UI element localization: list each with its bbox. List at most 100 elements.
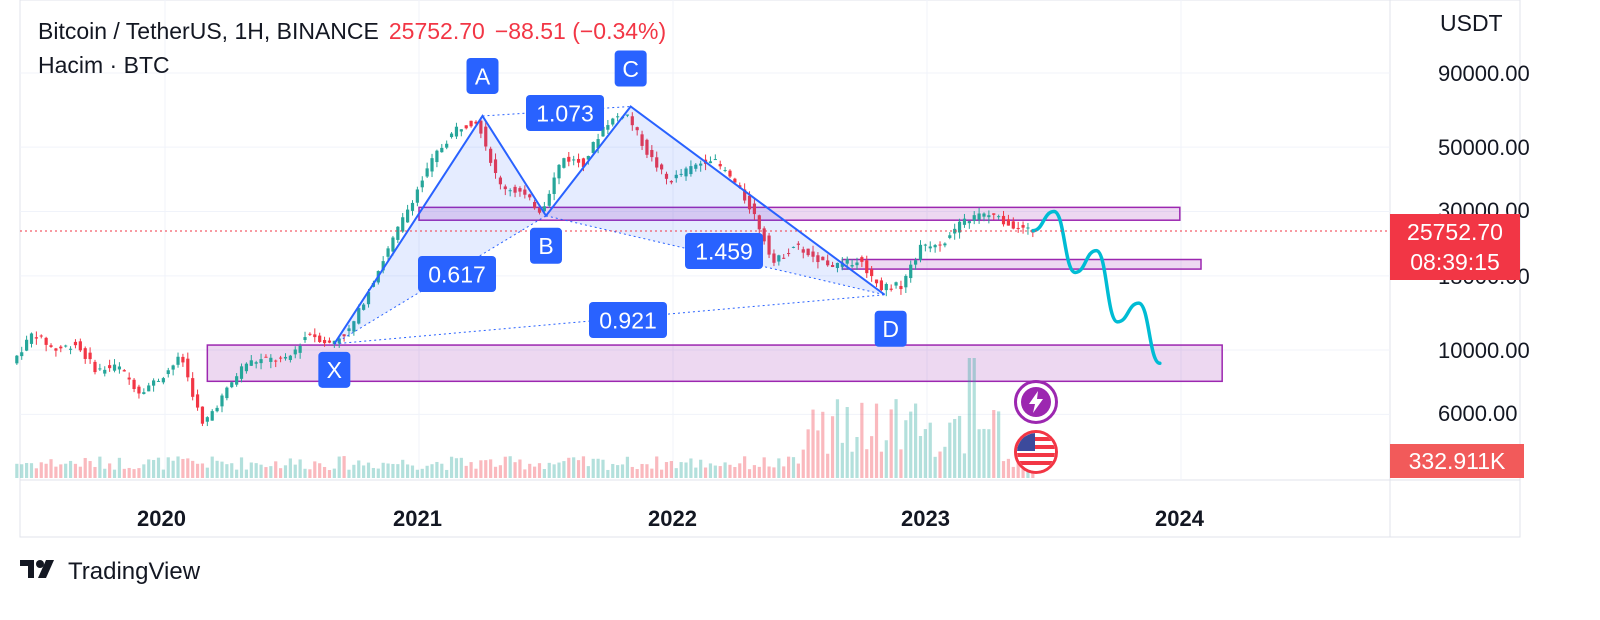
volume-bar	[410, 465, 415, 478]
volume-bar	[171, 460, 175, 478]
volume-bar	[489, 459, 493, 478]
candle-body	[674, 174, 678, 179]
candle-body	[537, 208, 542, 213]
candle-body	[322, 340, 327, 344]
last-price-label: 25752.70 08:39:15	[1390, 214, 1520, 280]
volume-legend[interactable]: Hacim · BTC	[38, 52, 170, 78]
volume-bar	[420, 468, 424, 478]
volume-bar	[254, 463, 258, 478]
volume-bar	[904, 420, 908, 478]
volume-bar	[835, 399, 840, 478]
candle-body	[420, 180, 424, 188]
candle-body	[215, 407, 219, 412]
point-label-c[interactable]: C	[622, 56, 639, 82]
candle-body	[625, 114, 630, 116]
y-tick-50000: 50000.00	[1438, 135, 1530, 160]
candle-body	[586, 155, 590, 160]
volume-bar	[713, 465, 717, 478]
volume-bar	[73, 463, 78, 478]
volume-bar	[454, 458, 459, 478]
candle-body	[777, 255, 781, 262]
volume-bar	[259, 464, 263, 478]
candle-body	[362, 304, 366, 310]
volume-bar	[562, 461, 566, 478]
candle-body	[650, 149, 654, 158]
volume-bar	[366, 462, 371, 478]
volume-bar	[923, 429, 927, 478]
volume-bar	[396, 464, 400, 478]
candle-body	[479, 120, 483, 134]
ratio-label[interactable]: 1.073	[536, 100, 594, 126]
candle-body	[914, 260, 918, 265]
candle-body	[93, 361, 97, 373]
candle-body	[59, 346, 63, 349]
x-tick-2022: 2022	[648, 506, 697, 531]
point-label-d[interactable]: D	[882, 316, 899, 342]
tradingview-logo-icon	[20, 556, 60, 587]
candle-body	[791, 246, 796, 248]
volume-bar	[801, 449, 805, 478]
volume-bar	[117, 457, 122, 478]
candle-body	[533, 201, 537, 209]
candle-body	[713, 159, 717, 161]
volume-bar	[249, 462, 253, 478]
volume-bar	[777, 458, 781, 478]
volume-bar	[601, 459, 605, 478]
volume-bar	[796, 463, 800, 478]
candle-body	[997, 216, 1001, 218]
volume-bar	[572, 457, 576, 478]
candle-body	[283, 356, 288, 359]
point-label-a[interactable]: A	[475, 63, 491, 89]
volume-bar	[948, 422, 952, 478]
candle-body	[29, 333, 34, 344]
price-axis-unit[interactable]: USDT	[1440, 10, 1503, 36]
volume-bar	[855, 436, 859, 478]
price-chart[interactable]: X A B C D 0.617 1.073 1.459 0.921	[0, 0, 1600, 540]
volume-bar	[381, 462, 385, 478]
ratio-label[interactable]: 0.921	[599, 307, 657, 333]
volume-bar	[205, 467, 209, 478]
volume-bar	[230, 463, 234, 478]
candle-body	[645, 139, 649, 155]
volume-bar	[371, 467, 376, 478]
candle-body	[718, 164, 722, 167]
us-flag-icon[interactable]	[1014, 430, 1058, 474]
candle-body	[840, 262, 844, 267]
volume-bar	[738, 463, 742, 478]
volume-bar	[274, 461, 278, 478]
volume-bar	[142, 464, 146, 478]
candle-body	[308, 333, 312, 335]
volume-bar	[25, 463, 29, 478]
volume-bar	[616, 465, 620, 478]
projection-drawing[interactable]	[1031, 209, 1162, 366]
volume-bar	[1011, 466, 1015, 478]
volume-bar	[914, 403, 918, 478]
y-tick-90000: 90000.00	[1438, 61, 1530, 86]
volume-bar	[533, 466, 537, 478]
volume-bar	[694, 467, 698, 478]
zone-rect[interactable]	[206, 344, 1223, 383]
ratio-label[interactable]: 0.617	[428, 261, 486, 287]
point-label-x[interactable]: X	[327, 357, 342, 383]
point-label-b-bg	[530, 227, 562, 264]
volume-bar	[806, 429, 810, 478]
candle-body	[542, 206, 546, 212]
candle-body	[391, 237, 395, 252]
flash-icon[interactable]	[1014, 380, 1058, 424]
volume-bar	[29, 463, 34, 478]
volume-bar	[220, 461, 224, 478]
candle-body	[191, 378, 195, 397]
ratio-label[interactable]: 1.459	[695, 238, 753, 264]
candle-body	[230, 382, 234, 388]
point-label-b[interactable]: B	[538, 233, 553, 259]
volume-bar	[821, 411, 825, 478]
brand[interactable]: TradingView	[20, 556, 200, 587]
candle-body	[274, 360, 278, 362]
candle-body	[845, 259, 849, 264]
zone-rect[interactable]	[841, 258, 1202, 270]
symbol-title[interactable]: Bitcoin / TetherUS, 1H, BINANCE	[38, 18, 379, 44]
candle-body	[425, 168, 429, 177]
candle-body	[1016, 227, 1020, 229]
candle-body	[152, 380, 156, 386]
candle-body	[767, 235, 771, 255]
